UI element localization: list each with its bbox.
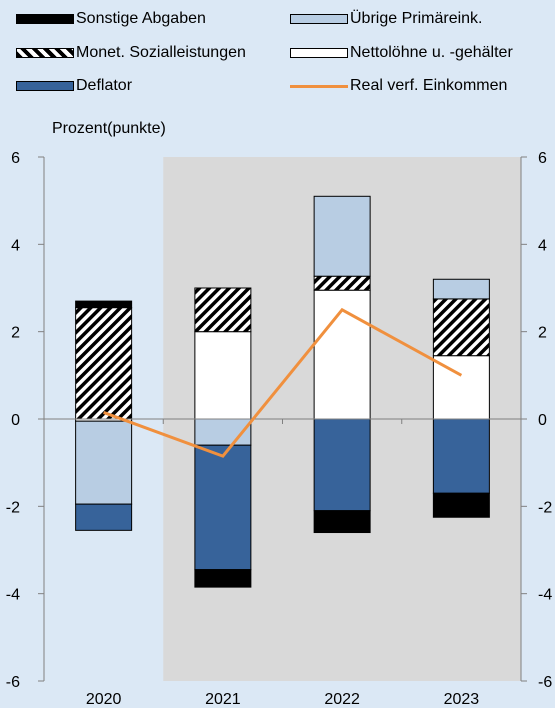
legend-swatch-hatch bbox=[16, 48, 74, 58]
y-tick-label-right: 4 bbox=[538, 237, 547, 254]
bar-2020-sonstige-abgaben bbox=[75, 300, 133, 309]
legend-swatch-lightblue bbox=[290, 14, 348, 24]
bar-2022-monet-sozialleistungen bbox=[313, 275, 371, 291]
y-tick-label-left: -6 bbox=[6, 674, 20, 691]
y-tick-label-right: -2 bbox=[538, 499, 552, 516]
x-tick-label-2022: 2022 bbox=[324, 691, 360, 708]
y-tick-label-left: 2 bbox=[11, 325, 20, 342]
y-tick-label-left: -2 bbox=[6, 499, 20, 516]
y-tick-label-right: -6 bbox=[538, 674, 552, 691]
bar-2021-sonstige-abgaben bbox=[194, 569, 252, 588]
bar-2020-übrige-primäreink- bbox=[75, 420, 133, 505]
x-tick-label-2021: 2021 bbox=[205, 691, 241, 708]
legend-item-monet-sozialleistungen: Monet. Sozialleistungen bbox=[16, 44, 246, 62]
legend-swatch-darkblue bbox=[16, 81, 74, 91]
legend-label: Sonstige Abgaben bbox=[76, 10, 206, 27]
bar-2021-monet-sozialleistungen bbox=[194, 287, 252, 333]
bar-2020-deflator bbox=[75, 503, 133, 531]
legend-swatch-white bbox=[290, 48, 348, 58]
legend-item-nettoloehne: Nettolöhne u. -gehälter bbox=[290, 44, 513, 62]
bar-2020-monet-sozialleistungen bbox=[75, 307, 133, 420]
legend-item-sonstige-abgaben: Sonstige Abgaben bbox=[16, 10, 206, 28]
y-tick-label-left: -4 bbox=[6, 587, 20, 604]
line-real-verf-einkommen bbox=[103, 307, 463, 458]
y-tick-label-right: 6 bbox=[538, 150, 547, 167]
y-tick-label-left: 0 bbox=[11, 412, 20, 429]
legend-label: Real verf. Einkommen bbox=[350, 77, 508, 94]
y-tick-label-right: 0 bbox=[538, 412, 547, 429]
legend-label: Nettolöhne u. -gehälter bbox=[350, 44, 513, 61]
bar-2022-übrige-primäreink- bbox=[313, 195, 371, 277]
legend-item-uebrige-primaereink: Übrige Primäreink. bbox=[290, 10, 482, 28]
legend-swatch-line bbox=[290, 84, 348, 88]
x-tick-label-2020: 2020 bbox=[86, 691, 122, 708]
legend-label: Übrige Primäreink. bbox=[350, 10, 483, 27]
bar-2023-deflator bbox=[432, 418, 490, 494]
y-tick-label-right: 2 bbox=[538, 325, 547, 342]
bar-2022-sonstige-abgaben bbox=[313, 510, 371, 534]
legend-item-deflator: Deflator bbox=[16, 77, 132, 95]
legend-label: Monet. Sozialleistungen bbox=[76, 44, 246, 61]
legend-swatch-black bbox=[16, 14, 74, 24]
bar-2023-monet-sozialleistungen bbox=[432, 298, 490, 357]
bar-2023-sonstige-abgaben bbox=[432, 492, 490, 518]
y-axis-label: Prozent(punkte) bbox=[52, 120, 166, 137]
y-tick-label-left: 6 bbox=[11, 150, 20, 167]
legend-item-real-verf-einkommen: Real verf. Einkommen bbox=[290, 77, 507, 95]
bar-2021-deflator bbox=[194, 444, 252, 571]
y-tick-label-right: -4 bbox=[538, 587, 552, 604]
bar-2021-nettolöhne-u-gehälter bbox=[194, 331, 252, 420]
legend-label: Deflator bbox=[76, 77, 133, 94]
legend: Sonstige Abgaben Übrige Primäreink. Mone… bbox=[0, 0, 555, 110]
x-tick-label-2023: 2023 bbox=[444, 691, 480, 708]
bar-2022-deflator bbox=[313, 418, 371, 512]
y-tick-label-left: 4 bbox=[11, 237, 20, 254]
bar-2023-übrige-primäreink- bbox=[432, 278, 490, 300]
